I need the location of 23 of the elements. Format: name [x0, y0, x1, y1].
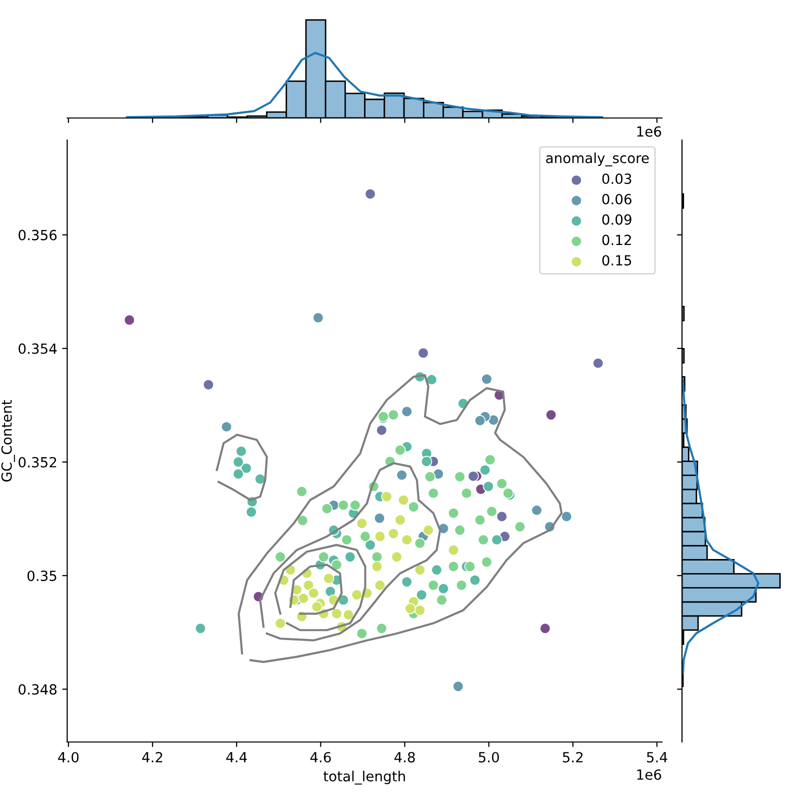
x-tick-label: 4.0	[58, 752, 79, 762]
text: 1e6	[637, 126, 662, 137]
legend-label: 0.09	[602, 214, 632, 225]
x-tick-label: 4.6	[310, 752, 331, 762]
y-tick-label: 0.354	[18, 343, 57, 354]
y-tick-label: 0.35	[27, 570, 56, 582]
x-tick-label: 4.8	[394, 752, 415, 762]
legend-label: 0.15	[602, 255, 632, 266]
y-axis-title: GC_Content	[1, 400, 15, 482]
x-tick-label: 5.2	[562, 752, 583, 762]
x-axis-title: total_length	[323, 770, 405, 785]
legend-label: 0.03	[602, 174, 632, 184]
y-tick-label: 0.348	[18, 684, 57, 695]
y-tick-label: 0.352	[18, 456, 56, 468]
text: 1e6	[637, 769, 662, 780]
x-tick-label: 4.2	[142, 752, 162, 762]
legend-label: 0.12	[602, 234, 631, 246]
x-tick-label: 5.4	[646, 752, 668, 762]
legend-title: anomaly_score	[546, 152, 649, 166]
legend-label: 0.06	[602, 194, 632, 204]
x-tick-label: 5.0	[478, 752, 499, 762]
y-tick-label: 0.356	[18, 230, 57, 240]
x-tick-label: 4.4	[226, 752, 247, 762]
